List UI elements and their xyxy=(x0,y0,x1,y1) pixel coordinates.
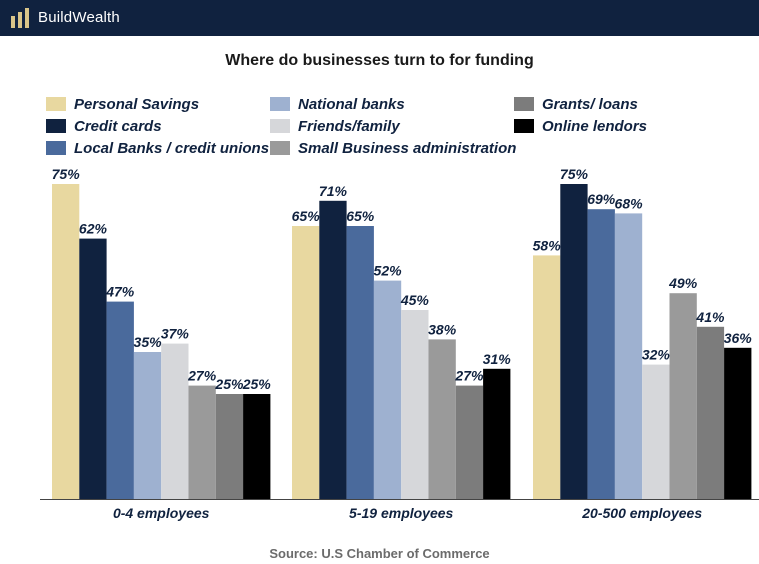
data-label: 25% xyxy=(214,376,244,392)
legend-swatch xyxy=(46,119,66,133)
bar xyxy=(52,184,80,499)
bar xyxy=(373,280,402,499)
data-label: 35% xyxy=(134,334,163,350)
bar xyxy=(455,385,484,499)
data-label: 47% xyxy=(105,284,135,300)
data-label: 31% xyxy=(483,351,512,367)
bar xyxy=(346,226,374,499)
bar xyxy=(614,213,643,499)
legend-item: Personal Savings xyxy=(46,94,199,114)
data-label: 69% xyxy=(587,191,616,207)
bar xyxy=(79,238,107,499)
bar xyxy=(560,184,588,499)
bar xyxy=(188,385,216,499)
data-label: 38% xyxy=(428,321,457,337)
legend-swatch xyxy=(46,97,66,111)
legend-label: Online lendors xyxy=(542,117,648,135)
legend-item: Small Business administration xyxy=(270,138,516,158)
legend-item: Friends/family xyxy=(270,116,400,136)
data-label: 49% xyxy=(668,275,698,291)
data-label: 75% xyxy=(52,166,81,182)
bar xyxy=(669,293,697,499)
legend-label: Friends/family xyxy=(298,117,400,135)
logo-bar-2 xyxy=(18,12,22,28)
legend-swatch xyxy=(270,97,290,111)
data-label: 27% xyxy=(454,368,484,384)
legend-swatch xyxy=(514,97,534,111)
top-bar: BuildWealth xyxy=(0,0,759,36)
legend-label: National banks xyxy=(298,95,405,113)
bar xyxy=(319,200,347,500)
bar xyxy=(428,339,456,499)
legend-item: Grants/ loans xyxy=(514,94,638,114)
bar xyxy=(483,368,511,499)
legend-label: Personal Savings xyxy=(74,95,200,113)
legend-item: Local Banks / credit unions xyxy=(46,138,269,158)
data-label: 36% xyxy=(724,330,753,346)
legend-item: National banks xyxy=(270,94,405,114)
data-label: 52% xyxy=(374,263,403,279)
bar-chart: 75%62%47%35%37%27%25% 25%0-4 employees65%… xyxy=(40,166,759,521)
brand-name: BuildWealth xyxy=(38,9,120,26)
data-label: 65% xyxy=(346,208,375,224)
bar xyxy=(292,226,320,499)
bar xyxy=(133,352,162,499)
data-label: 32% xyxy=(642,347,671,363)
bar xyxy=(533,255,561,499)
legend-label: Credit cards xyxy=(74,117,162,135)
legend-swatch xyxy=(46,141,66,155)
legend-swatch xyxy=(270,141,290,155)
chart-legend: Personal Savings Credit cards Local Banks … xyxy=(0,92,759,158)
logo-bar-1 xyxy=(11,16,15,28)
bars-logo-icon xyxy=(11,8,29,28)
bar xyxy=(161,343,189,499)
bar xyxy=(243,394,271,499)
data-label: 58% xyxy=(533,237,562,253)
data-label: 68% xyxy=(615,195,644,211)
legend-label: Local Banks / credit unions xyxy=(74,139,270,157)
legend-item: Online lendors xyxy=(514,116,647,136)
data-label: 62% xyxy=(79,221,108,237)
data-label: 75% xyxy=(560,166,589,182)
bar xyxy=(106,301,134,499)
data-label: 25% xyxy=(242,376,272,392)
bar xyxy=(401,310,429,499)
legend-label: Small Business administration xyxy=(298,139,517,157)
data-label: 71% xyxy=(319,183,348,199)
data-label: 45% xyxy=(400,292,430,308)
category-label: 20-500 employees xyxy=(581,505,702,521)
bar xyxy=(587,209,615,499)
category-label: 0-4 employees xyxy=(113,505,210,521)
data-label: 41% xyxy=(695,309,725,325)
logo-bar-3 xyxy=(25,8,29,28)
data-label: 27% xyxy=(187,368,217,384)
legend-label: Grants/ loans xyxy=(542,95,638,113)
legend-swatch xyxy=(514,119,534,133)
data-label: 37% xyxy=(161,326,190,342)
source-note: Source: U.S Chamber of Commerce xyxy=(269,546,490,561)
bar xyxy=(724,347,752,499)
data-label: 65% xyxy=(292,208,321,224)
bar xyxy=(215,394,244,499)
category-label: 5-19 employees xyxy=(349,505,453,521)
bar xyxy=(696,326,725,499)
chart-title: Where do businesses turn to for funding xyxy=(225,52,534,69)
legend-swatch xyxy=(270,119,290,133)
bar xyxy=(642,364,670,499)
legend-item: Credit cards xyxy=(46,116,162,136)
